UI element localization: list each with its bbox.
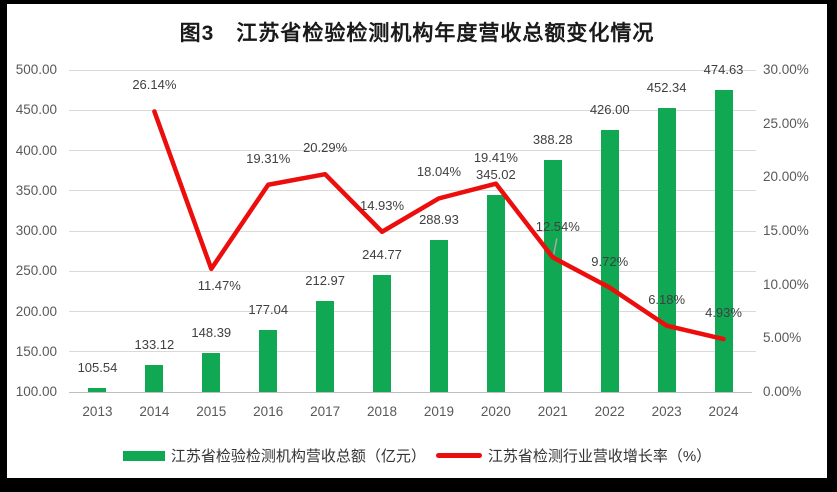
line-value-label: 18.04% [416,164,461,180]
right-axis-tick-label: 30.00% [763,62,809,77]
x-axis-tick-label: 2021 [537,404,568,419]
x-axis-tick-label: 2015 [196,404,227,419]
chart-title: 图3 江苏省检验检测机构年度营收总额变化情况 [179,22,655,45]
left-axis-tick-label: 400.00 [15,142,57,158]
x-axis-tick-label: 2023 [651,404,682,419]
bar [88,387,107,392]
right-axis-tick-label: 20.00% [763,169,809,185]
right-axis-tick-label: 5.00% [763,330,802,346]
left-axis-tick-label: 150.00 [15,343,57,359]
bar [145,365,164,392]
left-axis-tick-label: 250.00 [15,263,57,279]
line-value-label: 19.41% [473,149,518,165]
bar [543,159,562,392]
bar [373,275,392,392]
bar-value-label: 148.39 [191,325,232,341]
x-axis-tick-label: 2013 [82,404,113,419]
x-axis-line [69,391,752,393]
x-axis-tick-label: 2018 [367,404,398,419]
bar-value-label: 345.02 [475,166,516,182]
grid-line [69,109,756,111]
bar-value-label: 388.28 [532,131,573,147]
grid-line [69,311,756,312]
left-axis-tick-label: 500.00 [15,62,57,77]
right-axis-tick-label: 15.00% [763,223,809,238]
x-axis-tick-label: 2020 [480,404,511,419]
bar-value-label: 133.12 [134,337,175,353]
x-axis-tick-label: 2016 [253,404,284,419]
bar-value-label: 452.34 [646,80,687,96]
bar [259,329,278,392]
legend-item-growth-rate: 江苏省检测行业营收增长率（%） [435,445,712,466]
grid-line [69,190,756,192]
bar-value-label: 177.04 [248,301,289,317]
bar-value-label: 105.54 [77,359,118,375]
line-value-label: 14.93% [359,197,405,213]
left-axis-tick-label: 450.00 [15,102,57,118]
grid-line [69,69,756,71]
bar-value-label: 212.97 [305,273,345,289]
line-value-label: 20.29% [303,140,348,156]
legend-bar-swatch-icon [122,450,165,461]
line-value-label: 9.72% [591,253,629,269]
grid-line [69,150,756,151]
legend: 江苏省检验检测机构营收总额（亿元） 江苏省检测行业营收增长率（%） [7,445,827,466]
left-axis-tick-label: 200.00 [15,303,57,319]
line-value-label: 11.47% [197,277,241,293]
right-axis-tick-label: 25.00% [763,115,809,131]
bar-value-label: 244.77 [362,247,402,263]
bar [429,239,448,392]
bar [316,301,335,392]
bar-value-label: 474.63 [703,62,744,78]
line-value-label: 12.54% [535,219,580,235]
x-axis-tick-label: 2022 [594,404,625,419]
bar-value-label: 426.00 [589,101,630,117]
line-value-label: 4.93% [705,305,742,321]
legend-label-growth-rate: 江苏省检测行业营收增长率（%） [487,448,712,465]
bar [486,194,505,392]
line-value-label: 19.31% [246,150,291,166]
left-axis-tick-label: 350.00 [15,182,57,198]
left-axis-tick-label: 100.00 [15,384,57,399]
x-axis-tick-label: 2019 [423,404,454,419]
legend-item-revenue: 江苏省检验检测机构营收总额（亿元） [122,445,426,466]
line-value-label: 6.18% [648,291,686,307]
x-axis-tick-label: 2017 [310,404,341,419]
left-axis-tick-label: 300.00 [15,223,57,238]
bar-value-label: 288.93 [419,211,459,227]
bar [714,90,733,392]
line-value-label: 26.14% [132,77,177,93]
grid-line [69,351,756,353]
right-axis-tick-label: 0.00% [763,384,802,399]
bar [657,108,676,392]
x-axis-tick-label: 2024 [708,404,739,419]
grid-line [69,230,756,232]
right-axis-tick-label: 10.00% [763,276,809,292]
bar [202,353,221,392]
legend-line-swatch-icon [435,453,482,458]
legend-label-revenue: 江苏省检验检测机构营收总额（亿元） [170,448,426,465]
grid-line [69,270,756,272]
x-axis-tick-label: 2014 [139,404,170,419]
